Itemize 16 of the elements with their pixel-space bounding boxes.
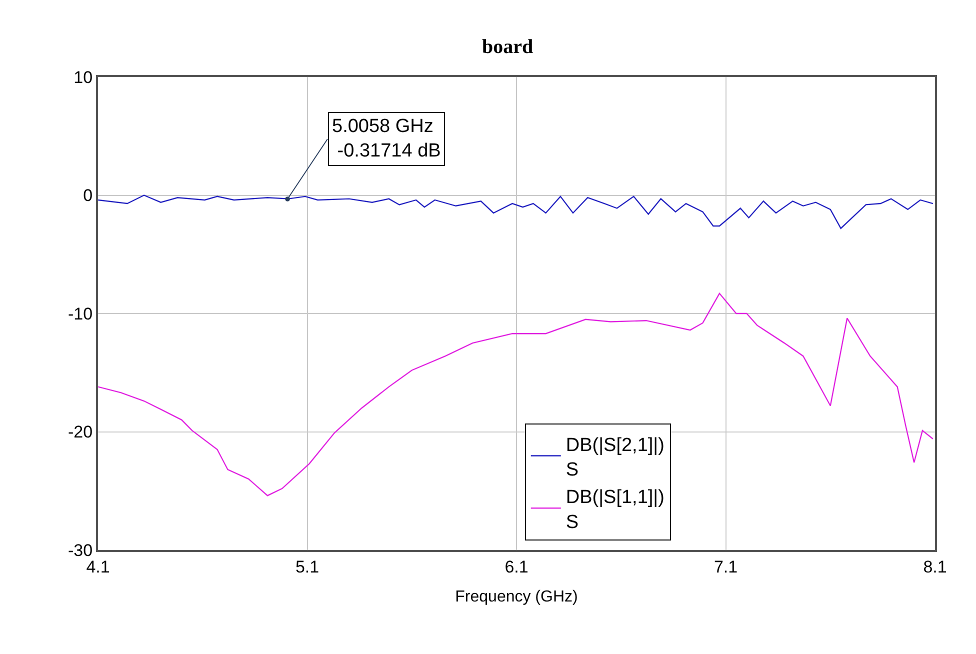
line-series <box>98 194 934 229</box>
y-tick-label: -30 <box>68 540 93 560</box>
legend-label: DB(|S[2,1]|) S <box>566 434 664 480</box>
x-tick-label: 4.1 <box>86 557 110 576</box>
y-tick-label: 10 <box>74 68 93 87</box>
x-tick-label: 7.1 <box>714 557 738 576</box>
legend-label: DB(|S[1,1]|) S <box>566 487 664 533</box>
x-tick-label: 8.1 <box>923 557 947 576</box>
y-tick-label: -10 <box>68 304 93 324</box>
y-tick-label: -20 <box>68 422 93 442</box>
x-axis-title: Frequency (GHz) <box>455 588 578 606</box>
x-tick-label: 5.1 <box>295 557 320 576</box>
x-tick-label: 6.1 <box>504 557 528 576</box>
y-tick-label: 0 <box>83 186 93 206</box>
annotation: 5.0058 GHz -0.31714 dB <box>332 116 441 162</box>
chart-title: board <box>482 36 534 58</box>
